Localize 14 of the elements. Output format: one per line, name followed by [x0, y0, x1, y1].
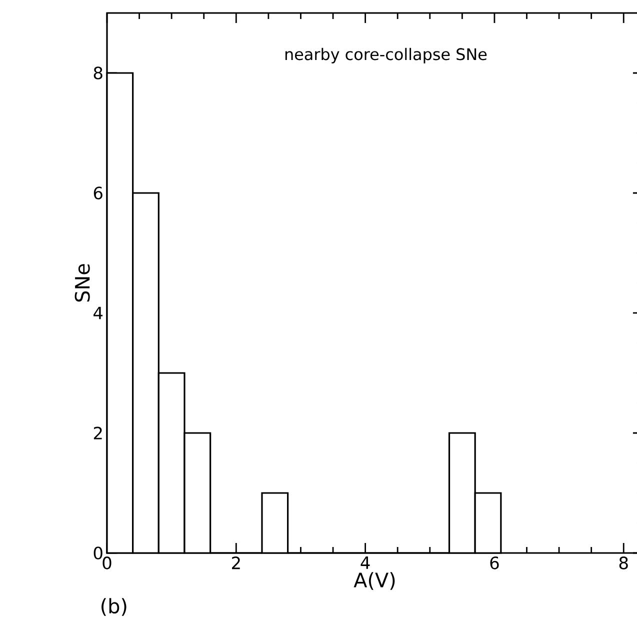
y-tick-label: 8	[94, 66, 102, 80]
x-tick-label: 8	[619, 556, 628, 570]
x-tick-label: 2	[232, 556, 240, 570]
y-axis-title: SNe	[74, 264, 90, 302]
text: nearby core-collapse SNe	[285, 48, 487, 64]
x-tick-label: 6	[490, 556, 499, 570]
x-axis-title: A(V)	[354, 572, 395, 590]
text: (b)	[102, 598, 126, 616]
y-tick-label: 4	[94, 306, 103, 320]
y-tick-label: 2	[94, 426, 102, 440]
x-tick-label: 4	[360, 556, 370, 569]
x-tick-label: 0	[102, 556, 112, 570]
y-tick-label: 6	[94, 186, 102, 200]
y-tick-label: 0	[94, 546, 102, 560]
